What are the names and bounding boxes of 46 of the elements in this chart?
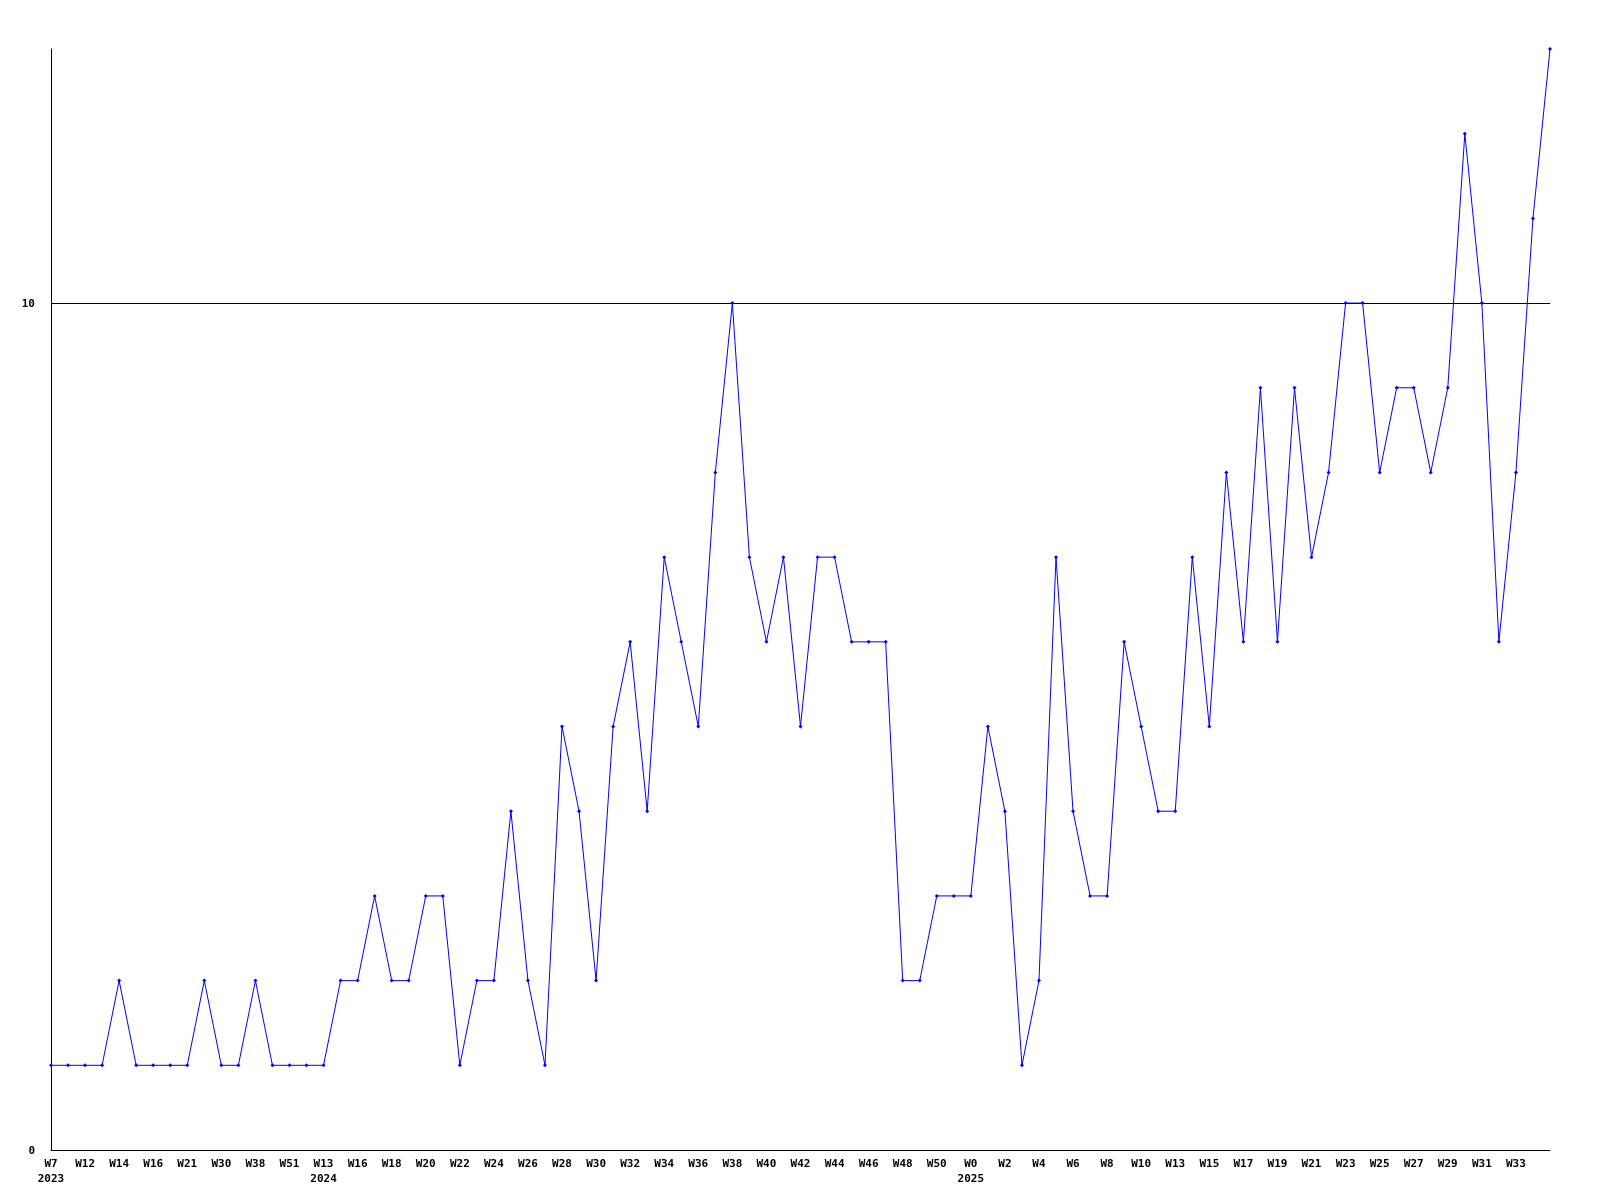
x-tick-label: W44 [824, 1157, 845, 1170]
y-tick-label: 10 [21, 296, 35, 310]
x-tick-label: W50 [926, 1157, 947, 1170]
x-tick-label: W51 [279, 1157, 300, 1170]
x-tick-label: W29 [1437, 1157, 1458, 1170]
x-tick-label: W34 [654, 1157, 675, 1170]
x-tick-label: W23 [1335, 1157, 1356, 1170]
y-tick-label: 0 [28, 1143, 35, 1157]
x-tick-label: W22 [449, 1157, 470, 1170]
x-tick-label: W10 [1131, 1157, 1152, 1170]
x-tick-label: W28 [552, 1157, 572, 1170]
x-tick-label: W15 [1199, 1157, 1220, 1170]
x-tick-label: W18 [381, 1157, 402, 1170]
x-tick-label: W0 2025 [957, 1157, 985, 1185]
x-tick-label: W38 [722, 1157, 743, 1170]
x-tick-label: W25 [1369, 1157, 1390, 1170]
x-tick-label: W16 [347, 1157, 368, 1170]
x-tick-label: W33 [1505, 1157, 1526, 1170]
x-tick-label: W30 [586, 1157, 607, 1170]
x-tick-label: W40 [756, 1157, 777, 1170]
x-tick-label: W17 [1233, 1157, 1254, 1170]
x-tick-label: W27 [1403, 1157, 1424, 1170]
x-tick-label: W12 [75, 1157, 96, 1170]
x-tick-label: W24 [483, 1157, 505, 1170]
x-tick-label: W7 2023 [37, 1157, 65, 1185]
x-tick-label: W14 [109, 1157, 130, 1170]
x-tick-label: W36 [688, 1157, 709, 1170]
x-tick-label: W42 [790, 1157, 811, 1170]
x-tick-label: W46 [858, 1157, 879, 1170]
x-tick-label: W4 [1032, 1157, 1046, 1170]
x-tick-label: W16 [143, 1157, 164, 1170]
x-tick-label: W48 [892, 1157, 913, 1170]
x-tick-label: W19 [1267, 1157, 1288, 1170]
x-tick-label: W2 [998, 1157, 1012, 1170]
x-tick-label: W21 [177, 1157, 198, 1170]
x-tick-label: W13 [1165, 1157, 1186, 1170]
x-tick-label: W32 [620, 1157, 641, 1170]
x-tick-label: W21 [1301, 1157, 1322, 1170]
x-tick-label: W26 [518, 1157, 539, 1170]
x-tick-label: W6 [1066, 1157, 1081, 1170]
x-tick-label: W38 [245, 1157, 266, 1170]
x-tick-label: W8 [1100, 1157, 1114, 1170]
x-tick-label: W30 [211, 1157, 232, 1170]
x-tick-label: W13 2024 [310, 1157, 338, 1185]
x-tick-label: W20 [415, 1157, 436, 1170]
x-tick-label: W31 [1471, 1157, 1493, 1170]
